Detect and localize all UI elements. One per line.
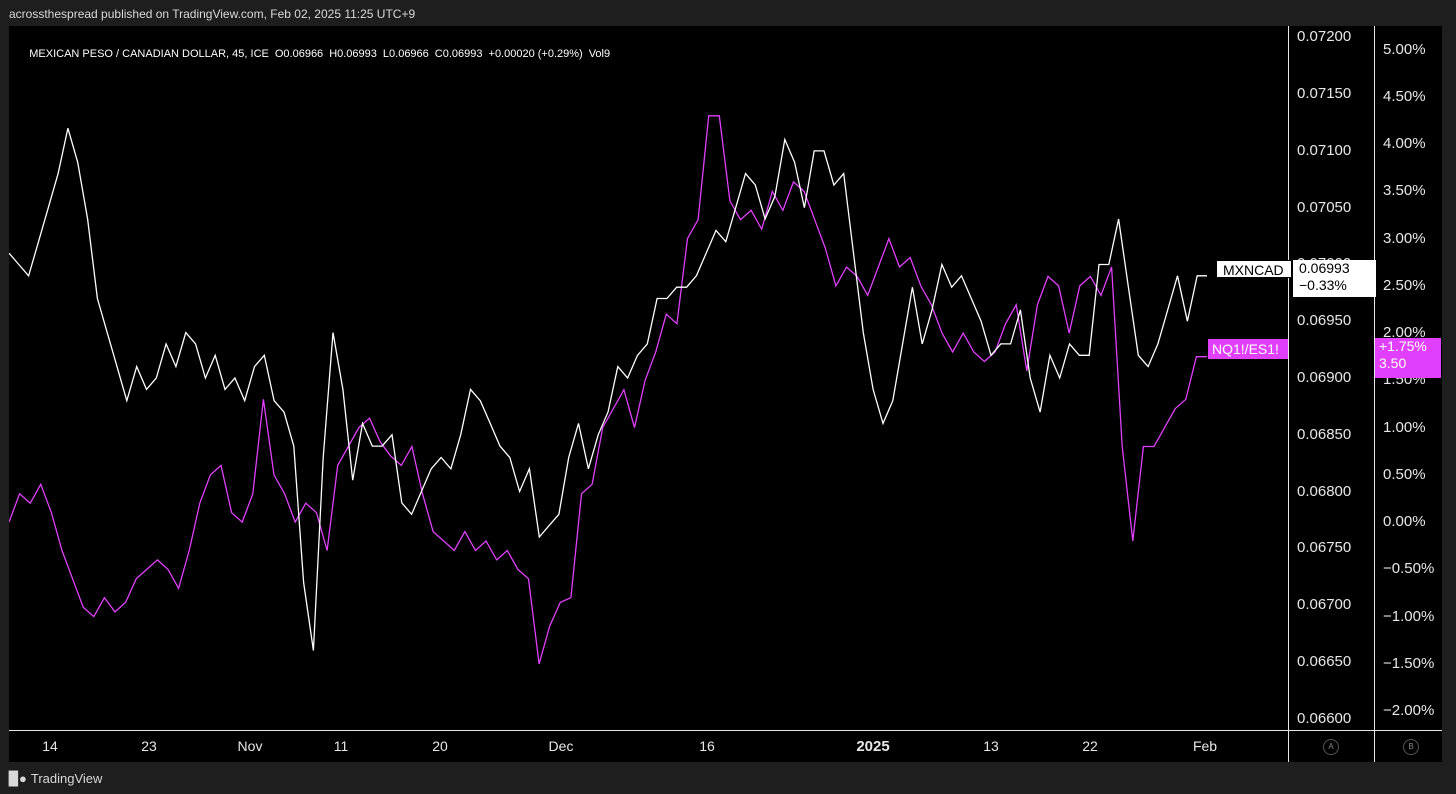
- chart-area[interactable]: MEXICAN PESO / CANADIAN DOLLAR, 45, ICE O…: [9, 26, 1442, 762]
- price-tick-label: 0.06650: [1297, 652, 1352, 670]
- scale-b-button[interactable]: B: [1403, 739, 1419, 755]
- tradingview-brand[interactable]: ▉● TradingView: [9, 771, 102, 787]
- time-tick-label: 2025: [856, 738, 890, 755]
- percent-tick-label: 2.50%: [1383, 276, 1426, 294]
- time-axis-separator: [9, 730, 1442, 731]
- percent-tick-label: 3.00%: [1383, 229, 1426, 247]
- time-tick-label: Dec: [548, 738, 574, 754]
- percent-tick-label: 0.00%: [1383, 513, 1426, 531]
- percent-tick-label: −0.50%: [1383, 560, 1435, 578]
- percent-axis-separator: [1374, 26, 1375, 762]
- percent-tick-label: 1.00%: [1383, 418, 1426, 436]
- price-tick-label: 0.06750: [1297, 539, 1352, 557]
- percent-tick-label: 2.00%: [1383, 324, 1426, 342]
- price-tick-label: 0.06600: [1297, 709, 1352, 727]
- price-tick-label: 0.07150: [1297, 85, 1352, 103]
- nq-es-pct: +1.75%: [1379, 338, 1427, 354]
- published-text: acrossthespread published on TradingView…: [9, 7, 416, 21]
- percent-tick-label: 5.00%: [1383, 40, 1426, 58]
- price-tick-label: 0.07050: [1297, 198, 1352, 216]
- time-tick-label: 22: [1082, 738, 1098, 754]
- price-tick-label: 0.06850: [1297, 425, 1352, 443]
- percent-tick-label: −1.00%: [1383, 607, 1435, 625]
- symbol-legend[interactable]: MEXICAN PESO / CANADIAN DOLLAR, 45, ICE O…: [17, 36, 616, 72]
- mxncad-last-price: 0.06993: [1299, 260, 1350, 276]
- nq-es-series-group: [9, 115, 1207, 665]
- price-tick-label: 0.07100: [1297, 141, 1352, 159]
- legend-high: H0.06993: [329, 48, 377, 60]
- percent-tick-label: 0.50%: [1383, 465, 1426, 483]
- time-tick-label: Feb: [1192, 738, 1218, 754]
- time-tick-label: 20: [432, 738, 448, 754]
- mxncad-series-group: [9, 128, 1207, 651]
- legend-open: O0.06966: [274, 48, 324, 60]
- price-tick-label: 0.07200: [1297, 28, 1352, 46]
- mxncad-change: −0.33%: [1299, 277, 1347, 293]
- price-tick-label: 0.06800: [1297, 482, 1352, 500]
- legend-indicator: Vol9: [588, 48, 611, 60]
- legend-symbol: MEXICAN PESO / CANADIAN DOLLAR, 45, ICE: [29, 48, 269, 60]
- time-tick-label: 16: [699, 738, 715, 754]
- price-axis-separator: [1288, 26, 1289, 762]
- time-tick-label: Nov: [237, 738, 263, 754]
- footer: ▉● TradingView: [0, 762, 1456, 794]
- top-bar: acrossthespread published on TradingView…: [0, 0, 1456, 26]
- nq-es-value: 3.50: [1379, 355, 1407, 371]
- nq-es-series-line: [9, 115, 1207, 665]
- nq-es-value-box: +1.75% 3.50: [1375, 338, 1441, 378]
- legend-low: L0.06966: [382, 48, 429, 60]
- percent-tick-label: 4.50%: [1383, 87, 1426, 105]
- scale-a-button[interactable]: A: [1323, 739, 1339, 755]
- time-tick-label: 14: [42, 738, 58, 754]
- legend-change: +0.00020 (+0.29%): [488, 48, 583, 60]
- percent-tick-label: −1.50%: [1383, 654, 1435, 672]
- price-plot[interactable]: [9, 26, 1289, 730]
- mxncad-price-box: 0.06993 −0.33%: [1293, 260, 1376, 297]
- price-tick-label: 0.06700: [1297, 596, 1352, 614]
- tradingview-logo-icon: ▉●: [9, 771, 27, 786]
- brand-name: TradingView: [30, 771, 103, 786]
- nq-es-series-tag: NQ1!/ES1!: [1208, 339, 1288, 359]
- time-tick-label: 11: [333, 738, 349, 754]
- percent-tick-label: −2.00%: [1383, 702, 1435, 720]
- price-tick-label: 0.06950: [1297, 312, 1352, 330]
- mxncad-series-line: [9, 128, 1207, 651]
- time-tick-label: 23: [141, 738, 157, 754]
- percent-tick-label: 3.50%: [1383, 182, 1426, 200]
- percent-tick-label: 4.00%: [1383, 135, 1426, 153]
- mxncad-series-tag: MXNCAD: [1216, 260, 1292, 278]
- time-tick-label: 13: [983, 738, 999, 754]
- price-tick-label: 0.06900: [1297, 369, 1352, 386]
- legend-close: C0.06993: [434, 48, 483, 60]
